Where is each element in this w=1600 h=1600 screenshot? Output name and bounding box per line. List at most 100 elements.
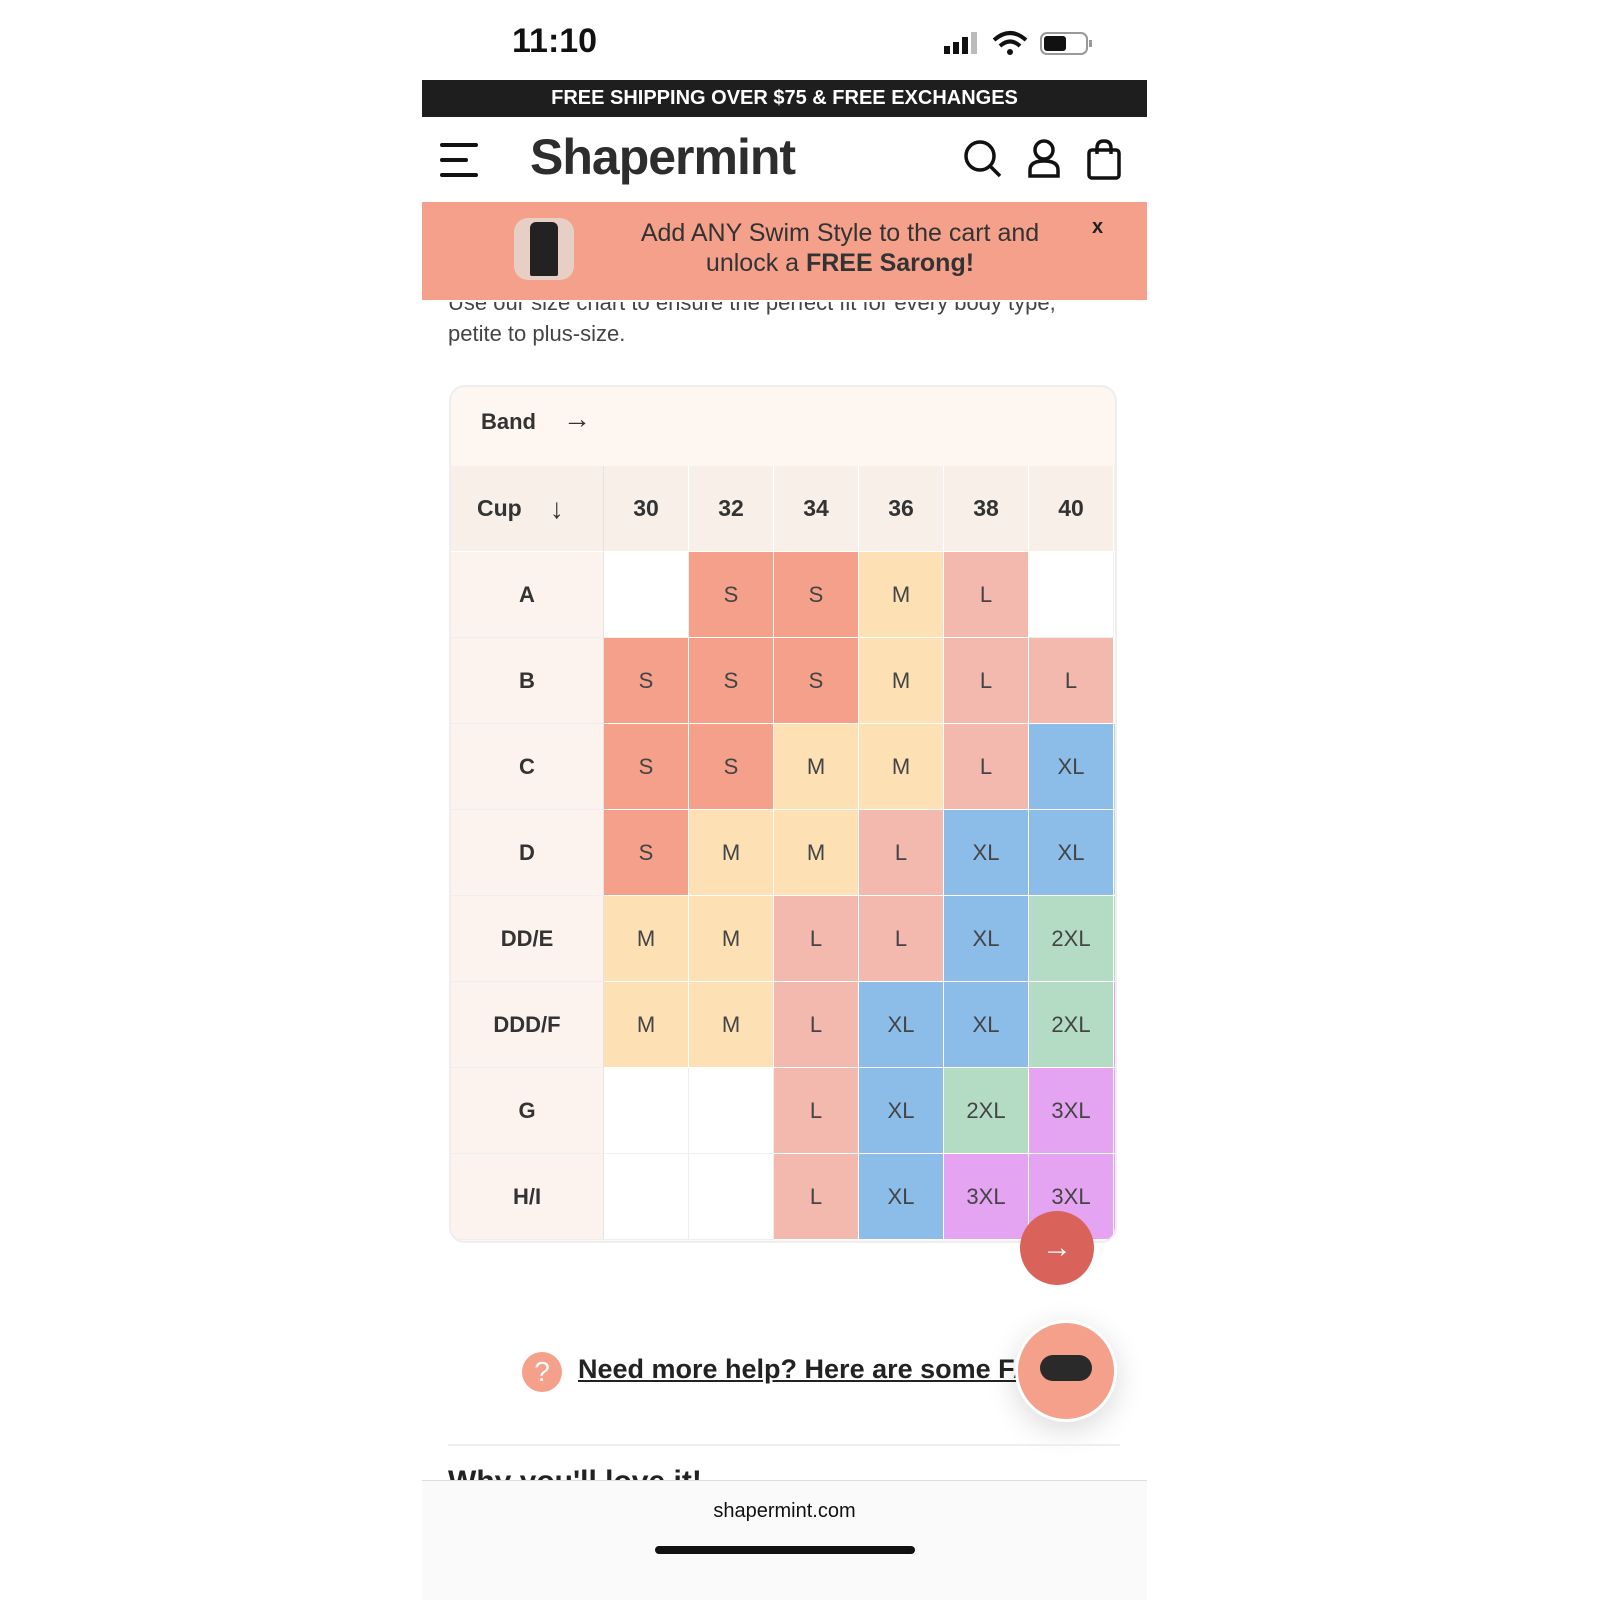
cup-row-label: DDD/F bbox=[451, 982, 604, 1068]
cup-row-label: G bbox=[451, 1068, 604, 1154]
cup-row-label: D bbox=[451, 810, 604, 896]
size-cell: S bbox=[604, 638, 689, 724]
size-cell: M bbox=[689, 896, 774, 982]
cup-label: Cup bbox=[477, 495, 522, 521]
size-cell-partial bbox=[1114, 1154, 1115, 1240]
chat-bubble-icon bbox=[1040, 1355, 1092, 1381]
swim-promo-text: Add ANY Swim Style to the cart and unloc… bbox=[610, 218, 1070, 278]
size-cell: L bbox=[944, 552, 1029, 638]
signal-wifi-battery-icon bbox=[944, 31, 1092, 55]
size-cell: XL bbox=[1029, 810, 1114, 896]
size-cell: M bbox=[774, 724, 859, 810]
band-header: 34 bbox=[774, 466, 859, 552]
size-cell: L bbox=[774, 1154, 859, 1240]
size-cell: M bbox=[859, 552, 944, 638]
size-cell: XL bbox=[1029, 724, 1114, 810]
size-cell: S bbox=[774, 552, 859, 638]
band-header-partial bbox=[1114, 466, 1115, 552]
size-cell: S bbox=[689, 724, 774, 810]
size-cell: L bbox=[1029, 638, 1114, 724]
close-banner-button[interactable]: x bbox=[1092, 216, 1104, 238]
band-header: 38 bbox=[944, 466, 1029, 552]
search-icon[interactable] bbox=[964, 140, 1002, 178]
cup-row-label: H/I bbox=[451, 1154, 604, 1240]
size-cell: L bbox=[774, 982, 859, 1068]
help-icon: ? bbox=[522, 1352, 562, 1392]
size-cell: S bbox=[604, 724, 689, 810]
size-cell: S bbox=[689, 638, 774, 724]
band-header: 32 bbox=[689, 466, 774, 552]
promo-bar: FREE SHIPPING OVER $75 & FREE EXCHANGES bbox=[422, 80, 1147, 117]
logo[interactable]: Shapermint bbox=[530, 129, 796, 185]
size-cell: S bbox=[774, 638, 859, 724]
size-cell: XL bbox=[944, 896, 1029, 982]
size-cell: 2XL bbox=[944, 1068, 1029, 1154]
chat-button[interactable] bbox=[1015, 1320, 1117, 1422]
swim-promo-highlight: FREE Sarong! bbox=[805, 249, 975, 277]
size-cell bbox=[604, 1068, 689, 1154]
size-cell-partial bbox=[1114, 638, 1115, 724]
url-bar[interactable]: shapermint.com bbox=[713, 1500, 856, 1522]
cart-icon[interactable] bbox=[1087, 139, 1121, 180]
cup-row-label: A bbox=[451, 552, 604, 638]
swim-promo-line1: Add ANY Swim Style to the cart and bbox=[640, 219, 1040, 247]
cup-row-label: B bbox=[451, 638, 604, 724]
size-cell: L bbox=[859, 896, 944, 982]
size-cell: M bbox=[859, 724, 944, 810]
size-cell: XL bbox=[859, 982, 944, 1068]
size-cell-partial bbox=[1114, 982, 1115, 1068]
size-cell bbox=[604, 1154, 689, 1240]
status-icons bbox=[944, 30, 1094, 58]
cup-row-label: DD/E bbox=[451, 896, 604, 982]
size-cell: L bbox=[859, 810, 944, 896]
cup-row-label: C bbox=[451, 724, 604, 810]
size-cell: L bbox=[774, 1068, 859, 1154]
size-cell bbox=[689, 1154, 774, 1240]
size-cell: L bbox=[944, 724, 1029, 810]
size-cell: XL bbox=[944, 810, 1029, 896]
size-cell bbox=[689, 1068, 774, 1154]
header-icons bbox=[964, 139, 1121, 180]
size-cell: 2XL bbox=[1029, 982, 1114, 1068]
size-cell bbox=[1029, 552, 1114, 638]
size-chart[interactable]: Band → Cup ↓ 30 32 34 36 38 40 A S S M L B S S S M L L C S S M… bbox=[449, 385, 1117, 1243]
menu-icon[interactable] bbox=[440, 143, 480, 177]
size-cell: 2XL bbox=[1029, 896, 1114, 982]
size-cell: 3XL bbox=[1029, 1068, 1114, 1154]
size-cell: M bbox=[604, 896, 689, 982]
status-time: 11:10 bbox=[512, 22, 598, 60]
faq-link[interactable]: Need more help? Here are some FA bbox=[578, 1354, 1018, 1384]
size-cell: M bbox=[859, 638, 944, 724]
arrow-down-icon: ↓ bbox=[549, 492, 564, 524]
size-cell: S bbox=[689, 552, 774, 638]
size-cell-partial bbox=[1114, 552, 1115, 638]
size-cell-partial bbox=[1114, 810, 1115, 896]
size-cell: M bbox=[774, 810, 859, 896]
size-cell: L bbox=[944, 638, 1029, 724]
size-grid: Cup ↓ 30 32 34 36 38 40 A S S M L B S S S M L L C S S M M L XL D S M… bbox=[451, 466, 1115, 1241]
cup-header: Cup ↓ bbox=[451, 466, 604, 552]
size-cell: S bbox=[604, 810, 689, 896]
size-cell: M bbox=[604, 982, 689, 1068]
swim-promo-line2: unlock a bbox=[705, 249, 806, 277]
account-icon[interactable] bbox=[1028, 139, 1060, 178]
scroll-right-button[interactable]: → bbox=[1020, 1211, 1094, 1285]
browser-bottom-bar bbox=[422, 1480, 1147, 1600]
size-cell bbox=[604, 552, 689, 638]
band-label: Band bbox=[481, 409, 536, 434]
size-cell: L bbox=[774, 896, 859, 982]
intro-text: Use our size chart to ensure the perfect… bbox=[448, 290, 1056, 346]
size-cell: XL bbox=[944, 982, 1029, 1068]
size-cell: M bbox=[689, 810, 774, 896]
size-cell-partial bbox=[1114, 1068, 1115, 1154]
size-cell: M bbox=[689, 982, 774, 1068]
band-header: 40 bbox=[1029, 466, 1114, 552]
home-indicator[interactable] bbox=[655, 1546, 915, 1554]
size-cell-partial bbox=[1114, 896, 1115, 982]
size-cell: XL bbox=[859, 1068, 944, 1154]
divider bbox=[448, 1444, 1120, 1446]
swimsuit-thumbnail bbox=[514, 218, 574, 280]
section-heading: Why you'll love it! bbox=[448, 1462, 702, 1480]
band-header: 30 bbox=[604, 466, 689, 552]
arrow-right-icon: → bbox=[563, 403, 591, 434]
